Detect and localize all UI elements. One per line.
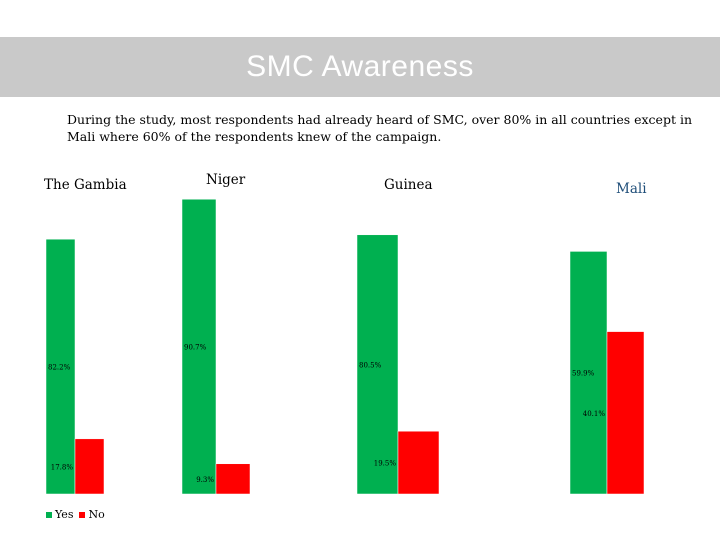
country-title-niger: Niger (206, 172, 246, 188)
mali-bar-yes (569, 251, 608, 495)
niger-value-label-yes: 90.7% (184, 344, 207, 352)
intro-text: During the study, most respondents had a… (67, 112, 692, 144)
niger-bar-yes (181, 198, 217, 495)
the-gambia-value-label-no: 17.8% (51, 463, 74, 471)
legend-swatch-yes (46, 511, 52, 518)
country-title-guinea: Guinea (384, 177, 433, 193)
legend: Yes No (46, 508, 105, 521)
guinea-value-label-yes: 80.5% (359, 361, 382, 369)
legend-swatch-no (79, 511, 86, 518)
slide-title: SMC Awareness (246, 50, 474, 83)
guinea-bar-no (397, 430, 440, 495)
title-bar: SMC Awareness (0, 37, 720, 97)
legend-label-yes: Yes (55, 508, 74, 521)
niger-value-label-no: 9.3% (196, 476, 214, 484)
the-gambia-value-label-yes: 82.2% (48, 364, 71, 372)
legend-item-yes: Yes (46, 508, 73, 521)
mali-value-label-no: 40.1% (583, 410, 606, 418)
country-title-the-gambia: The Gambia (44, 177, 127, 193)
the-gambia-bar-no (74, 438, 105, 495)
legend-label-no: No (88, 508, 105, 521)
niger-bar-no (215, 463, 251, 495)
mali-bar-no (606, 331, 645, 495)
country-title-mali: Mali (616, 181, 647, 197)
legend-item-no: No (79, 508, 105, 521)
the-gambia-bar-yes (45, 238, 76, 495)
guinea-value-label-no: 19.5% (374, 460, 397, 468)
mali-value-label-yes: 59.9% (572, 370, 595, 378)
guinea-bar-yes (356, 234, 399, 495)
